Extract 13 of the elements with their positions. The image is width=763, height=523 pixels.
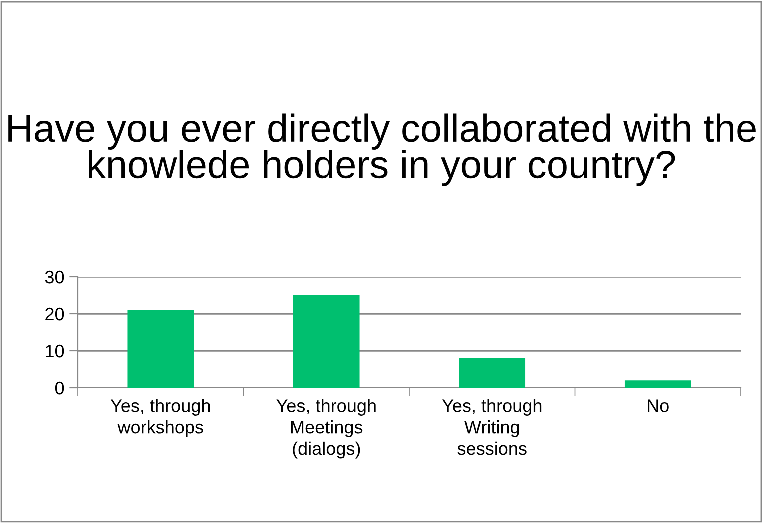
bar xyxy=(459,358,526,388)
x-tick-label: Yes, through workshops xyxy=(110,399,210,438)
bar xyxy=(624,380,692,388)
bar xyxy=(128,310,194,388)
x-tick-label: Yes, through Writing sessions xyxy=(442,399,542,456)
y-tick-label: 0 xyxy=(55,382,64,395)
bar xyxy=(293,296,360,388)
chart-title: Have you ever directly collaborated with the knowlede holders in your country? xyxy=(8,114,756,186)
x-tick-label: Yes, through Meetings (dialogs) xyxy=(276,399,376,459)
y-tick-label: 30 xyxy=(45,270,64,284)
x-tick-label: No xyxy=(648,400,669,412)
y-tick-label: 20 xyxy=(46,308,64,321)
y-tick-label: 10 xyxy=(46,344,64,358)
